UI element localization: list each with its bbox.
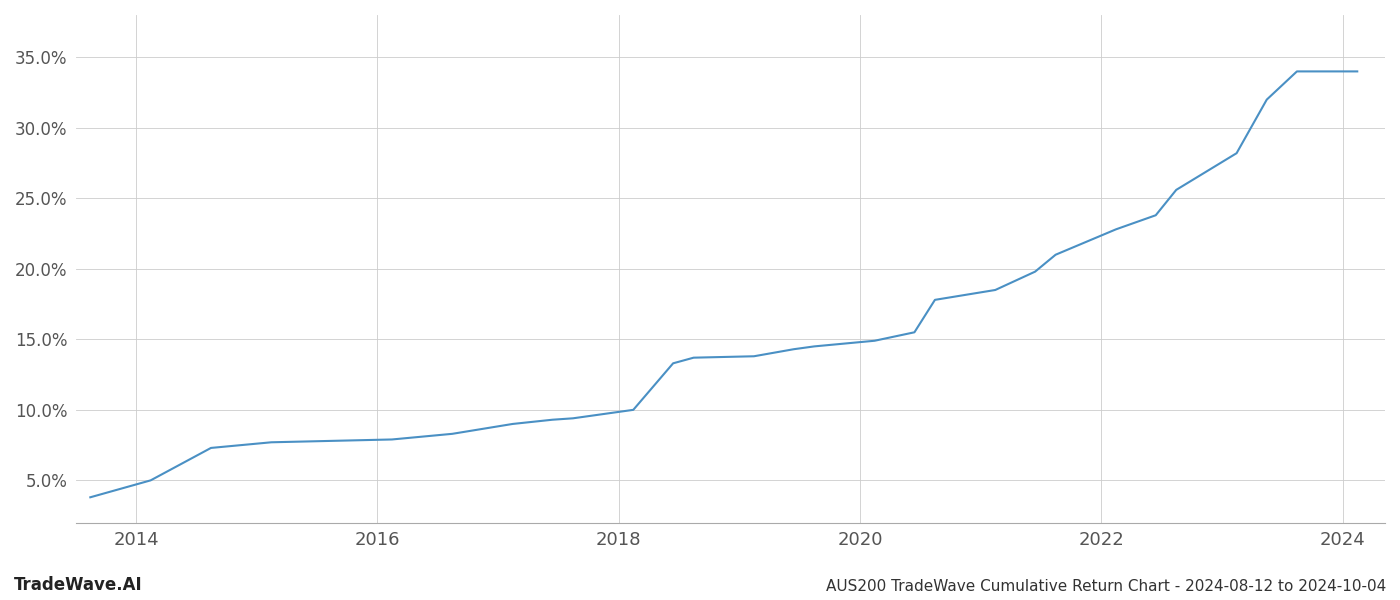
Text: AUS200 TradeWave Cumulative Return Chart - 2024-08-12 to 2024-10-04: AUS200 TradeWave Cumulative Return Chart…: [826, 579, 1386, 594]
Text: TradeWave.AI: TradeWave.AI: [14, 576, 143, 594]
